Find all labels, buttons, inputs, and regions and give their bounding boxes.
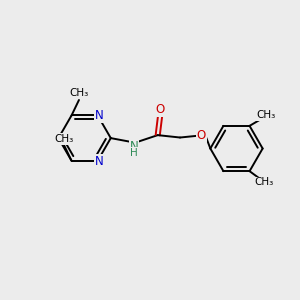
Text: H: H xyxy=(130,148,138,158)
Text: CH₃: CH₃ xyxy=(255,178,274,188)
Text: O: O xyxy=(155,103,165,116)
Text: O: O xyxy=(197,129,206,142)
Text: N: N xyxy=(95,154,104,168)
Text: CH₃: CH₃ xyxy=(256,110,275,121)
Text: N: N xyxy=(130,140,138,153)
Text: CH₃: CH₃ xyxy=(69,88,88,98)
Text: N: N xyxy=(95,109,104,122)
Text: CH₃: CH₃ xyxy=(55,134,74,144)
